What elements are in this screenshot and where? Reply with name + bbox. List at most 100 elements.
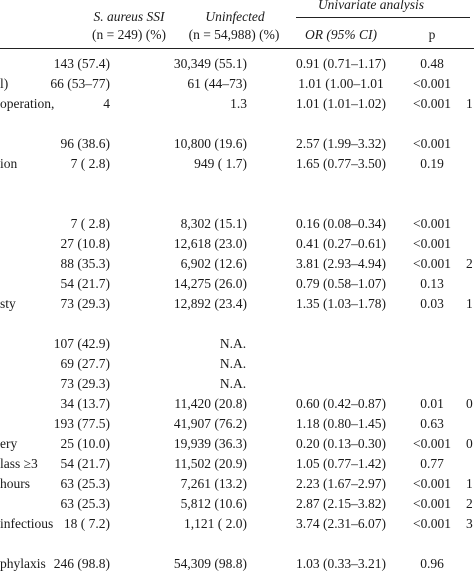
table-row: ion 7 ( 2.8) 949 ( 1.7) 1.65 (0.77–3.50) 0.1… [0,154,474,174]
uninfected-cell: 14,275 (26.0) [173,276,247,291]
table-row: 27 (10.8) 12,618 (23.0) 0.41 (0.27–0.61) <0… [0,234,474,254]
p-cell: <0.001 [413,216,451,231]
table-row: 34 (13.7) 11,420 (20.8) 0.60 (0.42–0.87) 0.… [0,394,474,414]
table-row: 7 ( 2.8) 8,302 (15.1) 0.16 (0.08–0.34) <0.0… [0,214,474,234]
row-label: l) [0,76,9,91]
or-cell: 0.20 (0.13–0.30) [296,436,386,451]
table-row: phylaxis 246 (98.8) 54,309 (98.8) 1.03 (0.3… [0,554,474,574]
uninfected-header: Uninfected [205,9,265,24]
ssi-cell: 69 (27.7) [60,356,111,371]
uninfected-cell: N.A. [219,356,247,371]
ssi-cell: 88 (35.3) [60,256,111,271]
table-row: 69 (27.7) N.A. [0,354,474,374]
table-row [0,194,474,214]
p-cell: <0.001 [413,136,451,151]
ssi-cell: 63 (25.3) [60,496,111,511]
ssi-cell: 96 (38.6) [60,136,111,151]
row-label: lass ≥3 [0,456,38,471]
ssi-cell: 25 (10.0) [60,436,111,451]
uninfected-cell: 8,302 (15.1) [180,216,247,231]
ssi-cell: 143 (57.4) [53,56,110,71]
ssi-cell: 7 ( 2.8) [70,216,110,231]
uninfected-cell: 41,907 (76.2) [173,416,247,431]
uninfected-cell: 61 (44–73) [187,76,247,91]
uninfected-cell: 11,502 (20.9) [174,456,247,471]
row-label: operation, [0,96,55,111]
or-cell: 3.81 (2.93–4.94) [296,256,386,271]
or-cell: 2.57 (1.99–3.32) [296,136,386,151]
or-cell: 3.74 (2.31–6.07) [296,516,386,531]
uninfected-cell: 54,309 (98.8) [173,556,247,571]
row-label: infectious [0,516,54,531]
or-cell: 1.03 (0.33–3.21) [296,556,386,571]
uninfected-cell: 949 ( 1.7) [194,156,247,171]
p-header: p [428,27,436,42]
uninfected-cell: 7,261 (13.2) [180,476,247,491]
p-cell: 0.63 [420,416,444,431]
ssi-cell: 18 ( 7.2) [63,516,110,531]
table-row [0,534,474,554]
extra-cell: 1 [466,296,473,311]
ssi-cell: 73 (29.3) [60,376,111,391]
uninfected-cell: 1,121 ( 2.0) [184,516,247,531]
ssi-cell: 63 (25.3) [60,476,111,491]
uninfected-cell: N.A. [219,376,247,391]
uninfected-cell: 5,812 (10.6) [180,496,247,511]
table-row: 73 (29.3) N.A. [0,374,474,394]
ssi-cell: 107 (42.9) [53,336,110,351]
ssi-cell: 66 (53–77) [50,76,110,91]
ssi-cell: 193 (77.5) [53,416,110,431]
table-row: hours 63 (25.3) 7,261 (13.2) 2.23 (1.67–2.9… [0,474,474,494]
ssi-cell: 73 (29.3) [60,296,111,311]
p-cell: <0.001 [413,236,451,251]
p-cell: 0.01 [420,396,444,411]
table-row: lass ≥3 54 (21.7) 11,502 (20.9) 1.05 (0.77–… [0,454,474,474]
uninfected-cell: 19,939 (36.3) [173,436,247,451]
table-row: infectious 18 ( 7.2) 1,121 ( 2.0) 3.74 (2.3… [0,514,474,534]
or-cell: 2.87 (2.15–3.82) [296,496,386,511]
or-header: OR (95% CI) [305,27,377,42]
ssi-cell: 27 (10.8) [60,236,111,251]
table-row [0,314,474,334]
or-cell: 1.05 (0.77–1.42) [296,456,386,471]
table-row: 63 (25.3) 5,812 (10.6) 2.87 (2.15–3.82) <0.… [0,494,474,514]
row-label: sty [0,296,16,311]
table-row: 193 (77.5) 41,907 (76.2) 1.18 (0.80–1.45) 0… [0,414,474,434]
or-cell: 1.01 (1.00–1.01 [298,76,384,91]
p-cell: 0.77 [420,456,444,471]
ssi-cell: 7 ( 2.8) [70,156,110,171]
header-rule [0,48,474,49]
ssi-cell: 54 (21.7) [60,276,111,291]
p-cell: 0.48 [420,56,444,71]
p-cell: 0.19 [420,156,444,171]
ssi-cell: 54 (21.7) [60,456,111,471]
or-cell: 1.01 (1.01–1.02) [296,96,386,111]
or-cell: 1.18 (0.80–1.45) [296,416,386,431]
p-cell: <0.001 [413,256,451,271]
table-row: 96 (38.6) 10,800 (19.6) 2.57 (1.99–3.32) <0… [0,134,474,154]
uninfected-cell: 1.3 [230,96,247,111]
extra-cell: 0 [466,396,473,411]
uninfected-cell: 12,618 (23.0) [173,236,247,251]
p-cell: <0.001 [413,436,451,451]
uninfected-cell: 11,420 (20.8) [174,396,247,411]
univariate-header: Univariate analysis [317,0,425,12]
row-label: ion [0,156,18,171]
p-cell: 0.03 [420,296,444,311]
table-row: sty 73 (29.3) 12,892 (23.4) 1.35 (1.03–1.78… [0,294,474,314]
p-cell: <0.001 [413,476,451,491]
p-cell: <0.001 [413,516,451,531]
ssi-cell: 246 (98.8) [53,556,110,571]
or-cell: 1.35 (1.03–1.78) [296,296,386,311]
extra-cell: 1 [466,96,473,111]
p-cell: 0.96 [420,556,444,571]
table-row: 54 (21.7) 14,275 (26.0) 0.79 (0.58–1.07) 0.… [0,274,474,294]
table-row: 88 (35.3) 6,902 (12.6) 3.81 (2.93–4.94) <0.… [0,254,474,274]
extra-cell: 1 [466,476,473,491]
table-row: 143 (57.4) 30,349 (55.1) 0.91 (0.71–1.17) 0… [0,54,474,74]
table-row: 107 (42.9) N.A. [0,334,474,354]
extra-cell: 3 [466,516,473,531]
table-row [0,174,474,194]
or-cell: 1.65 (0.77–3.50) [296,156,386,171]
